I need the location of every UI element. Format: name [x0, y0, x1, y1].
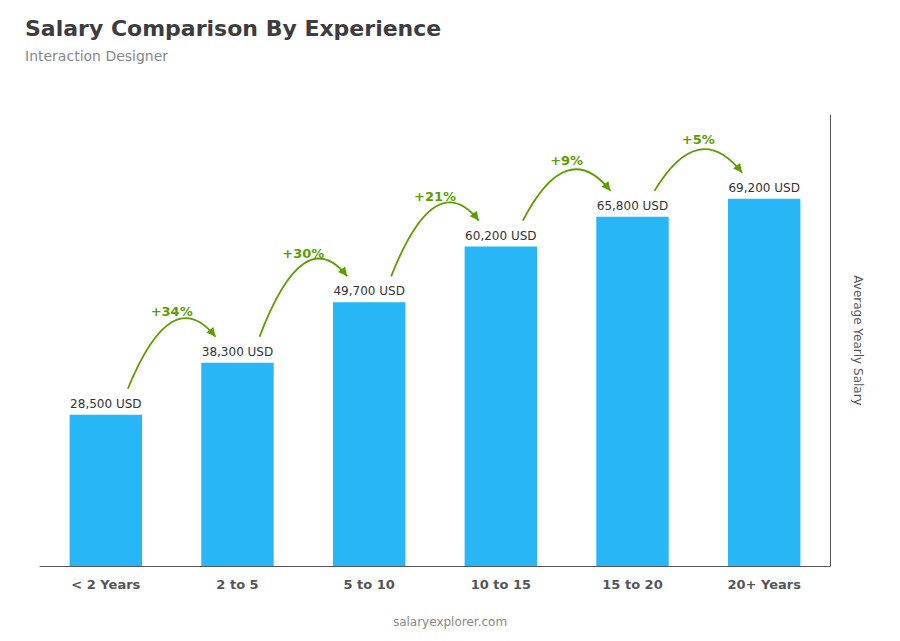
svg-text:2 to 5: 2 to 5: [216, 577, 258, 592]
svg-text:+34%: +34%: [151, 304, 193, 319]
svg-text:69,200 USD: 69,200 USD: [728, 181, 799, 195]
svg-text:38,300 USD: 38,300 USD: [202, 345, 273, 359]
svg-text:+9%: +9%: [550, 153, 583, 168]
svg-text:5 to 10: 5 to 10: [343, 577, 394, 592]
svg-text:49,700 USD: 49,700 USD: [333, 284, 404, 298]
svg-text:+5%: +5%: [682, 132, 715, 147]
svg-text:60,200 USD: 60,200 USD: [465, 229, 536, 243]
svg-text:28,500 USD: 28,500 USD: [70, 397, 141, 411]
svg-text:Interaction Designer: Interaction Designer: [25, 48, 168, 64]
svg-text:+21%: +21%: [414, 189, 456, 204]
svg-text:Average Yearly Salary: Average Yearly Salary: [851, 275, 865, 405]
svg-text:65,800 USD: 65,800 USD: [597, 199, 668, 213]
svg-text:15 to 20: 15 to 20: [602, 577, 662, 592]
svg-text:< 2 Years: < 2 Years: [71, 577, 140, 592]
svg-text:salaryexplorer.com: salaryexplorer.com: [393, 615, 507, 629]
svg-text:Salary Comparison By Experienc: Salary Comparison By Experience: [25, 16, 441, 41]
svg-text:10 to 15: 10 to 15: [471, 577, 531, 592]
svg-text:20+ Years: 20+ Years: [727, 577, 801, 592]
svg-text:+30%: +30%: [282, 246, 324, 261]
